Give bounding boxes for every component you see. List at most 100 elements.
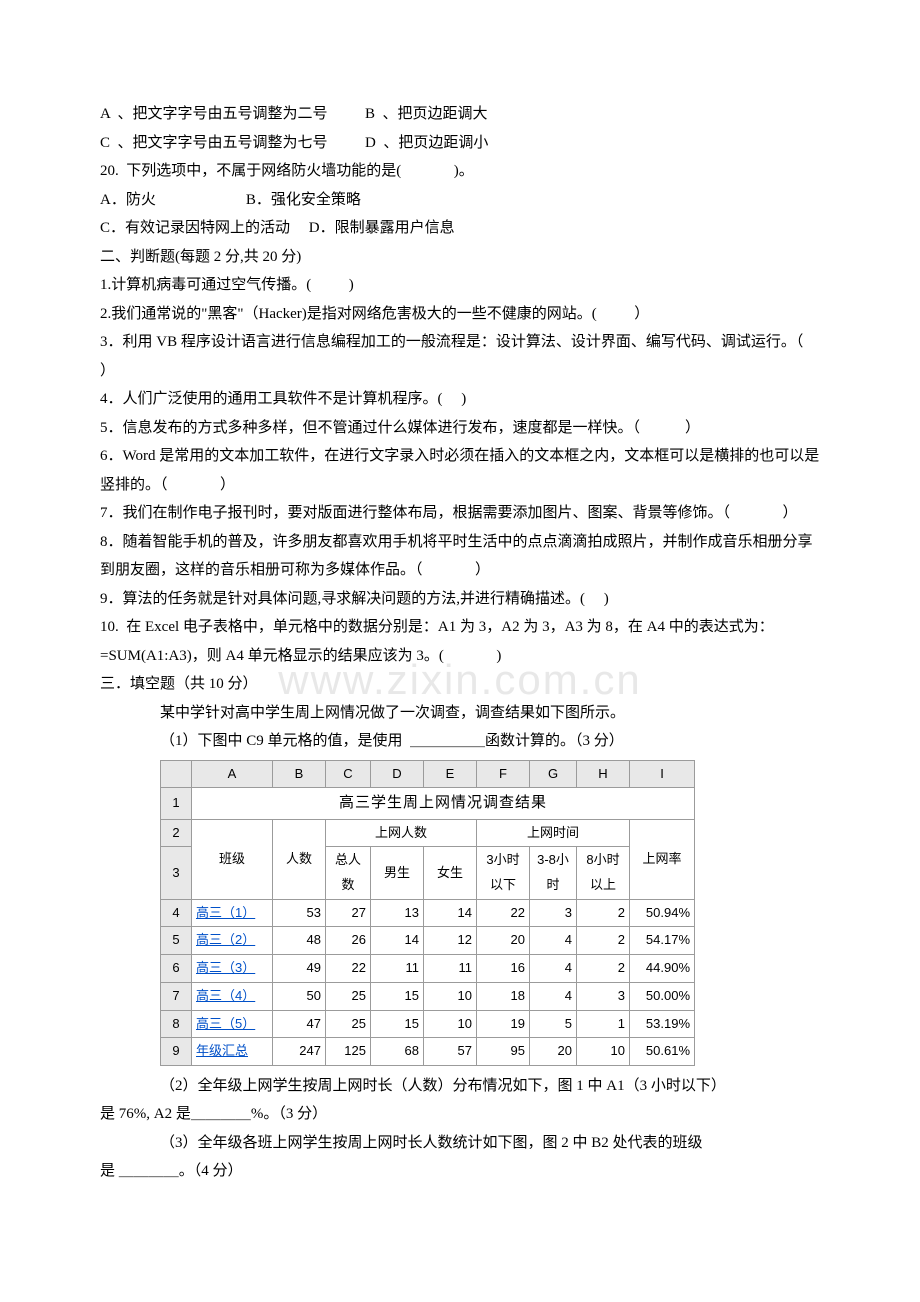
- q19-option-b: B 、把页边距调大: [365, 106, 488, 122]
- r4-f: 10: [424, 1010, 477, 1038]
- r0-r: 50.94%: [630, 899, 695, 927]
- r0-c: 2: [577, 899, 630, 927]
- r2-m: 11: [371, 955, 424, 983]
- sheet-row-4: 4 高三（1） 53 27 13 14 22 3 2 50.94%: [161, 899, 695, 927]
- q19-row-ab: A 、把文字字号由五号调整为二号 B 、把页边距调大: [100, 100, 820, 129]
- sheet-row-2: 2 班级 人数 上网人数 上网时间 上网率: [161, 819, 695, 847]
- sheet-row-1: 1 高三学生周上网情况调查结果: [161, 788, 695, 820]
- r5-m: 68: [371, 1038, 424, 1066]
- r5-b: 20: [530, 1038, 577, 1066]
- r4-r: 53.19%: [630, 1010, 695, 1038]
- sheet-title: 高三学生周上网情况调查结果: [192, 788, 695, 820]
- r1-m: 14: [371, 927, 424, 955]
- r5-f: 57: [424, 1038, 477, 1066]
- r0-m: 13: [371, 899, 424, 927]
- r1-tot: 26: [326, 927, 371, 955]
- judge-item-6: 6．Word 是常用的文本加工软件，在进行文字录入时必须在插入的文本框之内，文本…: [100, 442, 820, 499]
- section2-heading: 二、判断题(每题 2 分,共 20 分): [100, 243, 820, 272]
- r4-c: 1: [577, 1010, 630, 1038]
- row-8-hdr: 8: [161, 1010, 192, 1038]
- col-C: C: [326, 760, 371, 788]
- r4-m: 15: [371, 1010, 424, 1038]
- col-G: G: [530, 760, 577, 788]
- row-5-hdr: 5: [161, 927, 192, 955]
- hdr-t38: 3-8小时: [530, 847, 577, 899]
- r3-n: 50: [273, 982, 326, 1010]
- r4-n: 47: [273, 1010, 326, 1038]
- r5-r: 50.61%: [630, 1038, 695, 1066]
- spreadsheet: A B C D E F G H I 1 高三学生周上网情况调查结果 2 班级 人…: [160, 760, 820, 1066]
- fill-q1: （1）下图中 C9 单元格的值，是使用 ＿＿＿＿＿函数计算的。（3 分）: [100, 727, 820, 756]
- r4-tot: 25: [326, 1010, 371, 1038]
- hdr-total: 总人数: [326, 847, 371, 899]
- q20-option-a: A．防火: [100, 192, 156, 208]
- q20-option-b: B．强化安全策略: [246, 192, 361, 208]
- row-3-hdr: 3: [161, 847, 192, 899]
- sheet-row-8: 8 高三（5） 47 25 15 10 19 5 1 53.19%: [161, 1010, 695, 1038]
- col-H: H: [577, 760, 630, 788]
- q20-stem: 20. 下列选项中，不属于网络防火墙功能的是( )。: [100, 157, 820, 186]
- hdr-class: 班级: [192, 819, 273, 899]
- fill-q3-line1: （3）全年级各班上网学生按周上网时长人数统计如下图，图 2 中 B2 处代表的班…: [100, 1129, 820, 1158]
- judge-item-7: 7．我们在制作电子报刊时，要对版面进行整体布局，根据需要添加图片、图案、背景等修…: [100, 499, 820, 528]
- r4-class: 高三（5）: [192, 1010, 273, 1038]
- q19-row-cd: C 、把文字字号由五号调整为七号 D 、把页边距调小: [100, 129, 820, 158]
- page-body: A 、把文字字号由五号调整为二号 B 、把页边距调大 C 、把文字字号由五号调整…: [100, 100, 820, 1186]
- hdr-rate: 上网率: [630, 819, 695, 899]
- r2-class: 高三（3）: [192, 955, 273, 983]
- r5-a: 95: [477, 1038, 530, 1066]
- r1-class: 高三（2）: [192, 927, 273, 955]
- sheet-row-7: 7 高三（4） 50 25 15 10 18 4 3 50.00%: [161, 982, 695, 1010]
- hdr-count: 人数: [273, 819, 326, 899]
- hdr-online-time: 上网时间: [477, 819, 630, 847]
- r2-r: 44.90%: [630, 955, 695, 983]
- r1-c: 2: [577, 927, 630, 955]
- q20-row-ab: A．防火 B．强化安全策略: [100, 186, 820, 215]
- r0-tot: 27: [326, 899, 371, 927]
- hdr-t3: 3小时以下: [477, 847, 530, 899]
- r2-b: 4: [530, 955, 577, 983]
- r2-f: 11: [424, 955, 477, 983]
- r1-f: 12: [424, 927, 477, 955]
- r3-c: 3: [577, 982, 630, 1010]
- hdr-online-people: 上网人数: [326, 819, 477, 847]
- col-F: F: [477, 760, 530, 788]
- judge-item-1: 1.计算机病毒可通过空气传播。( ): [100, 271, 820, 300]
- fill-q2-line2: 是 76%, A2 是＿＿＿＿%。（3 分）: [100, 1100, 820, 1129]
- r5-c: 10: [577, 1038, 630, 1066]
- col-I: I: [630, 760, 695, 788]
- fill-q3-line2: 是 ＿＿＿＿。（4 分）: [100, 1157, 820, 1186]
- section3-intro: 某中学针对高中学生周上网情况做了一次调查，调查结果如下图所示。: [100, 699, 820, 728]
- r0-a: 22: [477, 899, 530, 927]
- judge-item-9: 9．算法的任务就是针对具体问题,寻求解决问题的方法,并进行精确描述。( ): [100, 585, 820, 614]
- row-1-hdr: 1: [161, 788, 192, 820]
- r0-n: 53: [273, 899, 326, 927]
- row-7-hdr: 7: [161, 982, 192, 1010]
- r0-b: 3: [530, 899, 577, 927]
- r2-tot: 22: [326, 955, 371, 983]
- r0-f: 14: [424, 899, 477, 927]
- r2-n: 49: [273, 955, 326, 983]
- corner-cell: [161, 760, 192, 788]
- r3-r: 50.00%: [630, 982, 695, 1010]
- section3-heading: 三．填空题（共 10 分）: [100, 670, 820, 699]
- r1-r: 54.17%: [630, 927, 695, 955]
- r3-class: 高三（4）: [192, 982, 273, 1010]
- q20-option-c: C．有效记录因特网上的活动: [100, 220, 290, 236]
- r3-m: 15: [371, 982, 424, 1010]
- r1-b: 4: [530, 927, 577, 955]
- r0-class: 高三（1）: [192, 899, 273, 927]
- r5-n: 247: [273, 1038, 326, 1066]
- r5-class: 年级汇总: [192, 1038, 273, 1066]
- q20-option-d: D．限制暴露用户信息: [309, 220, 455, 236]
- r1-n: 48: [273, 927, 326, 955]
- r2-a: 16: [477, 955, 530, 983]
- col-header-row: A B C D E F G H I: [161, 760, 695, 788]
- r2-c: 2: [577, 955, 630, 983]
- judge-item-8: 8．随着智能手机的普及，许多朋友都喜欢用手机将平时生活中的点点滴滴拍成照片，并制…: [100, 528, 820, 585]
- judge-item-4: 4．人们广泛使用的通用工具软件不是计算机程序。( ): [100, 385, 820, 414]
- q19-option-d: D 、把页边距调小: [365, 135, 488, 151]
- sheet-row-5: 5 高三（2） 48 26 14 12 20 4 2 54.17%: [161, 927, 695, 955]
- sheet-row-9: 9 年级汇总 247 125 68 57 95 20 10 50.61%: [161, 1038, 695, 1066]
- r3-f: 10: [424, 982, 477, 1010]
